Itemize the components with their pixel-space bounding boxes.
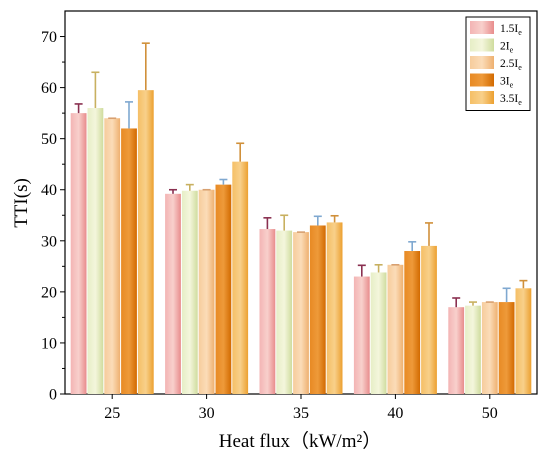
bar-30-s1 bbox=[181, 190, 198, 394]
bar-30-s2 bbox=[198, 189, 215, 394]
legend-label-s2: 2.5Ie bbox=[500, 58, 522, 72]
bar-35-s1 bbox=[276, 230, 293, 394]
y-axis-label: TTI(s) bbox=[11, 178, 32, 228]
x-tick-label-30: 30 bbox=[199, 405, 215, 422]
legend-swatch-s2 bbox=[470, 56, 494, 69]
bar-30-s0 bbox=[165, 193, 181, 394]
y-tick-label-70: 70 bbox=[41, 29, 57, 46]
x-tick-label-50: 50 bbox=[482, 405, 498, 422]
bar-40-s3 bbox=[404, 251, 421, 394]
bar-35-s2 bbox=[293, 232, 309, 394]
y-tick-label-0: 0 bbox=[49, 387, 57, 404]
y-tick-label-20: 20 bbox=[41, 284, 57, 301]
legend-swatch-s4 bbox=[470, 91, 494, 104]
bar-25-s0 bbox=[70, 113, 87, 394]
x-tick-label-35: 35 bbox=[293, 405, 309, 422]
bar-50-s4 bbox=[515, 288, 532, 394]
bars-layer bbox=[70, 90, 532, 395]
bar-40-s4 bbox=[421, 245, 437, 394]
error-bars-layer bbox=[74, 42, 528, 308]
y-axis: 0 10 20 30 40 50 60 70 bbox=[41, 29, 65, 404]
y-tick-label-60: 60 bbox=[41, 80, 57, 97]
bar-50-s1 bbox=[465, 305, 481, 394]
bar-30-s4 bbox=[232, 161, 249, 394]
y-tick-label-30: 30 bbox=[41, 233, 57, 250]
bar-25-s3 bbox=[121, 128, 137, 394]
x-tick-label-25: 25 bbox=[104, 405, 120, 422]
bar-40-s1 bbox=[370, 272, 387, 394]
bar-25-s1 bbox=[87, 108, 104, 394]
legend-label-s4: 3.5Ie bbox=[500, 93, 522, 107]
bar-50-s3 bbox=[498, 302, 515, 394]
bar-25-s4 bbox=[137, 90, 154, 395]
y-tick-label-10: 10 bbox=[41, 335, 57, 352]
bar-25-s2 bbox=[104, 118, 121, 395]
bar-35-s4 bbox=[326, 222, 343, 394]
legend-swatch-s0 bbox=[470, 21, 494, 34]
legend-label-s0: 1.5Ie bbox=[500, 23, 522, 37]
bar-30-s3 bbox=[215, 184, 232, 394]
bar-35-s3 bbox=[309, 225, 326, 394]
y-tick-label-40: 40 bbox=[41, 182, 57, 199]
bar-35-s0 bbox=[259, 229, 276, 394]
bar-40-s0 bbox=[353, 276, 370, 394]
bar-50-s2 bbox=[481, 302, 498, 394]
bar-40-s2 bbox=[387, 264, 404, 394]
legend-swatch-s1 bbox=[470, 38, 494, 52]
legend-swatch-s3 bbox=[470, 73, 494, 87]
x-tick-label-40: 40 bbox=[387, 405, 403, 422]
x-axis: 25 30 35 40 50 bbox=[104, 394, 498, 422]
y-tick-label-50: 50 bbox=[41, 131, 57, 148]
bar-50-s0 bbox=[448, 307, 465, 394]
x-axis-label: Heat flux（kW/m²） bbox=[219, 430, 381, 452]
